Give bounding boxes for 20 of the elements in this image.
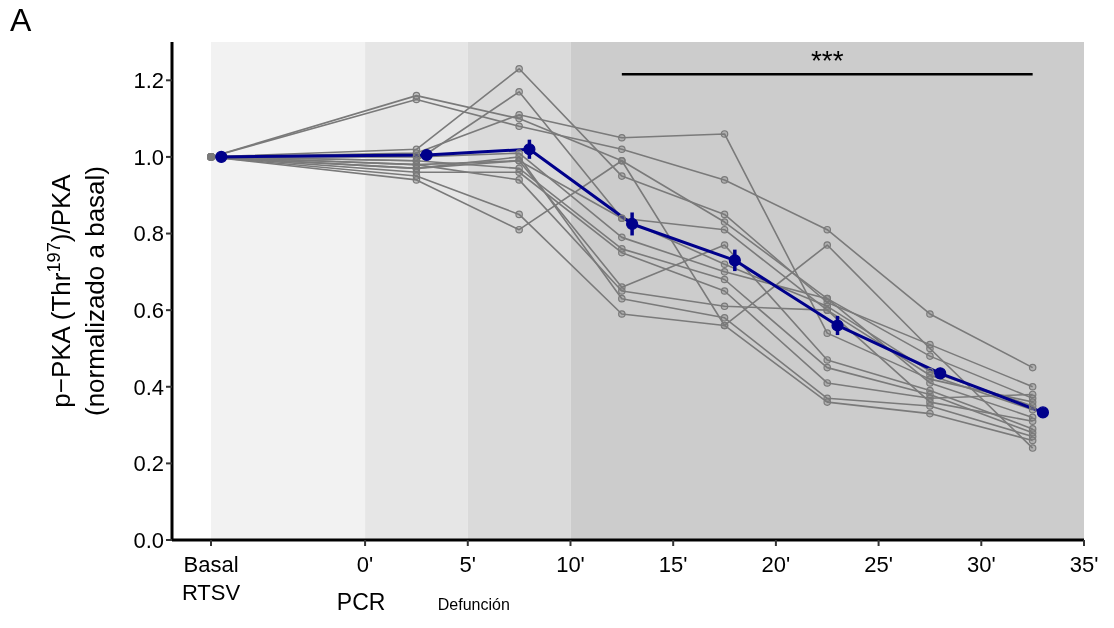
text: PCR	[336, 589, 386, 615]
y-tick-label: 0.4	[133, 374, 164, 400]
y-tick-label: 0.8	[133, 221, 164, 247]
x-tick-label: 35'	[1069, 552, 1099, 577]
x-tick-label: 30'	[966, 552, 996, 577]
y-tick-label: 0.0	[133, 527, 164, 553]
y-tick-label: 1.0	[133, 144, 164, 170]
x-tick-label: 5'	[459, 552, 476, 577]
x-tick-label: 0'	[356, 552, 374, 577]
annotation: ***	[810, 45, 844, 77]
x-tick-label: Basal RTSV	[181, 552, 241, 605]
y-tick-label: 1.2	[133, 68, 164, 94]
x-tick-label: 15'	[658, 552, 688, 577]
y-tick-label: 0.6	[133, 297, 164, 323]
text: A	[10, 2, 32, 39]
x-tick-label: 10'	[556, 552, 585, 577]
y-tick-label: 0.2	[133, 451, 164, 477]
x-tick-label: 25'	[864, 552, 893, 577]
text: Defunción	[437, 596, 510, 613]
x-tick-label: 20'	[761, 552, 791, 577]
